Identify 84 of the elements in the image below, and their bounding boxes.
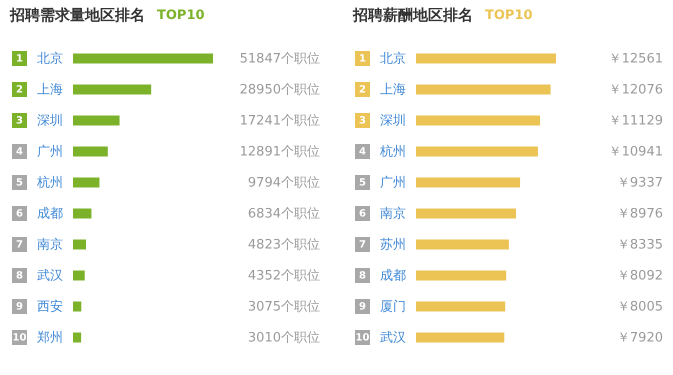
text: 6 xyxy=(359,208,366,220)
data-label: 3075个职位 xyxy=(248,300,320,314)
y-tick-label: 西安 xyxy=(37,298,63,314)
y-tick-label: 上海 xyxy=(37,82,63,98)
data-label: ￥8976 xyxy=(616,206,663,222)
bar xyxy=(73,146,108,156)
y-tick-label: 广州 xyxy=(37,144,63,160)
text: 2 xyxy=(16,84,24,96)
y-tick-label: 深圳 xyxy=(37,114,63,128)
chart-subtitle: TOP10 xyxy=(485,8,533,23)
y-tick-label: 杭州 xyxy=(379,144,406,160)
data-label: ￥8335 xyxy=(616,238,663,252)
bar xyxy=(416,240,509,250)
bar xyxy=(416,116,540,126)
bar xyxy=(416,178,520,188)
bar xyxy=(73,240,86,250)
y-tick-label: 南京 xyxy=(380,206,406,222)
data-label: ￥10941 xyxy=(608,144,663,160)
data-label: 51847个职位 xyxy=(240,52,320,66)
y-tick-label: 杭州 xyxy=(36,176,63,190)
text: 7 xyxy=(359,240,366,250)
text: 10 xyxy=(12,332,26,344)
text: 3 xyxy=(16,116,24,126)
bar xyxy=(416,270,506,280)
data-label: ￥7920 xyxy=(616,330,663,346)
text: 7 xyxy=(16,240,24,250)
text: 9 xyxy=(16,302,24,312)
text: 4 xyxy=(359,146,366,158)
y-tick-label: 南京 xyxy=(37,238,63,252)
text: 8 xyxy=(16,270,24,282)
y-tick-label: 武汉 xyxy=(380,330,406,346)
y-tick-label: 北京 xyxy=(37,52,63,66)
data-label: 3010个职位 xyxy=(248,330,320,346)
chart-subtitle: TOP10 xyxy=(157,8,205,23)
data-label: 28950个职位 xyxy=(240,82,320,98)
text: 9 xyxy=(359,302,366,312)
data-label: ￥8005 xyxy=(616,300,663,314)
y-tick-label: 深圳 xyxy=(380,114,406,128)
y-tick-label: 苏州 xyxy=(380,238,406,252)
data-label: ￥11129 xyxy=(608,114,663,128)
bar xyxy=(73,302,82,312)
bar xyxy=(416,54,556,64)
data-label: 17241个职位 xyxy=(240,114,320,128)
bar xyxy=(416,84,551,94)
data-label: ￥12561 xyxy=(608,52,663,66)
bar xyxy=(73,332,82,342)
text: 5 xyxy=(16,178,24,188)
text: 4 xyxy=(16,146,24,158)
y-tick-label: 武汉 xyxy=(37,268,63,284)
bar xyxy=(416,332,504,342)
bar xyxy=(73,178,100,188)
bar xyxy=(73,54,213,64)
bar xyxy=(73,208,92,218)
y-tick-label: 成都 xyxy=(37,206,63,222)
data-label: ￥8092 xyxy=(616,268,663,284)
text: 6 xyxy=(16,208,24,220)
text: 5 xyxy=(359,178,366,188)
text: 3 xyxy=(359,116,366,126)
text: 1 xyxy=(16,54,24,64)
bar xyxy=(73,116,120,126)
bar xyxy=(73,270,85,280)
y-tick-label: 厦门 xyxy=(380,298,406,314)
bar xyxy=(416,208,516,218)
data-label: ￥9337 xyxy=(616,176,663,190)
y-tick-label: 北京 xyxy=(380,52,406,66)
y-tick-label: 上海 xyxy=(380,82,406,98)
chart-title: 招聘需求量地区排名 xyxy=(9,6,145,24)
chart-title: 招聘薪酬地区排名 xyxy=(352,6,473,24)
data-label: ￥12076 xyxy=(608,82,663,98)
bar xyxy=(416,146,538,156)
data-label: 4352个职位 xyxy=(248,268,320,284)
bar xyxy=(73,84,152,94)
y-tick-label: 成都 xyxy=(380,268,406,284)
text: 1 xyxy=(359,54,366,64)
data-label: 9794个职位 xyxy=(248,176,320,190)
y-tick-label: 广州 xyxy=(380,176,406,190)
text: 8 xyxy=(359,270,366,282)
bar xyxy=(416,302,506,312)
data-label: 12891个职位 xyxy=(240,144,320,160)
data-label: 6834个职位 xyxy=(248,206,320,222)
y-tick-label: 郑州 xyxy=(37,330,63,346)
text: 2 xyxy=(359,84,366,96)
text: 10 xyxy=(356,332,370,344)
data-label: 4823个职位 xyxy=(248,238,320,252)
